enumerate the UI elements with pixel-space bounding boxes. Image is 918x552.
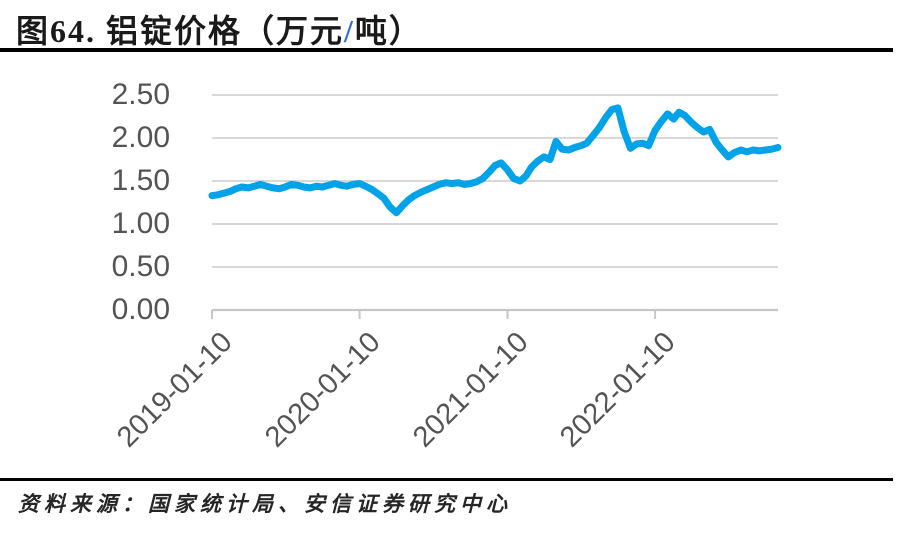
source-note: 资料来源：国家统计局、安信证券研究中心 [18, 492, 512, 516]
y-axis-tick-label: 2.00 [111, 121, 170, 154]
figure-title-text: 图64. 铝锭价格（万元 [16, 13, 345, 49]
figure-title: 图64. 铝锭价格（万元/吨） [16, 6, 423, 52]
y-axis-tick-label: 1.50 [111, 164, 170, 197]
footer-divider [0, 478, 893, 481]
y-axis-tick-label: 2.50 [111, 78, 170, 111]
figure-title-unit: 吨） [354, 13, 423, 49]
y-axis-tick-label: 0.00 [111, 293, 170, 326]
y-axis-tick-label: 0.50 [111, 250, 170, 283]
title-divider [0, 48, 893, 52]
figure-title-slash: / [344, 13, 355, 49]
y-axis-tick-label: 1.00 [111, 207, 170, 240]
price-line-series [208, 104, 782, 217]
